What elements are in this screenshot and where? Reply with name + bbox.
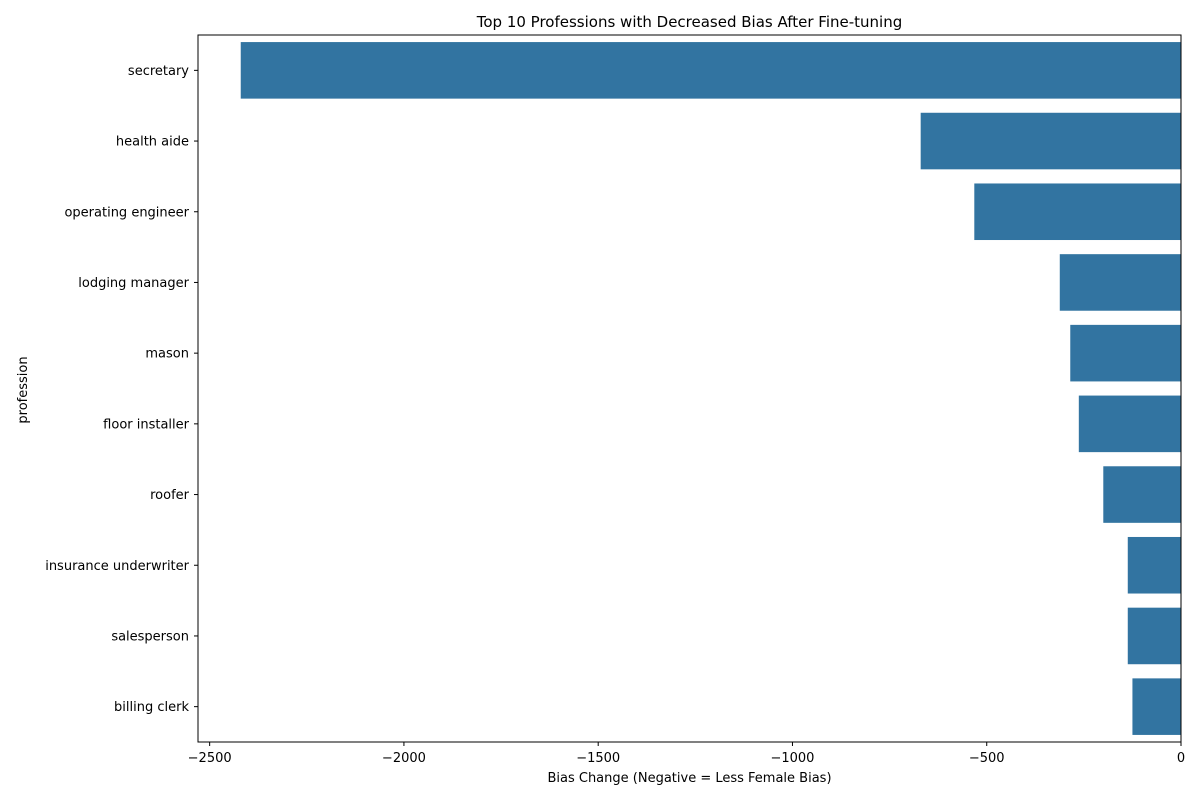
bar-operating-engineer (974, 183, 1181, 241)
bar-floor-installer (1078, 395, 1181, 453)
x-tick-label: −1500 (576, 751, 620, 766)
x-tick-label: −500 (969, 751, 1005, 766)
x-axis-label: Bias Change (Negative = Less Female Bias… (547, 771, 831, 786)
y-axis-label: profession (16, 356, 31, 423)
bar-billing-clerk (1132, 678, 1181, 735)
y-tick-label: mason (145, 347, 189, 362)
x-tick-labels: −2500 −2000 −1500 −1000 −500 0 (188, 742, 1185, 766)
y-tick-label: secretary (128, 64, 189, 79)
y-tick-label: health aide (116, 135, 189, 150)
y-tick-label: billing clerk (114, 700, 189, 715)
bar-mason (1070, 324, 1181, 382)
bar-secretary (240, 42, 1181, 99)
bars-layer (240, 42, 1181, 735)
bar-roofer (1103, 466, 1181, 523)
chart-title: Top 10 Professions with Decreased Bias A… (476, 13, 902, 31)
bar-lodging-manager (1059, 254, 1181, 311)
bar-insurance-underwriter (1127, 536, 1181, 594)
x-tick-label: −2000 (382, 751, 426, 766)
y-tick-label: floor installer (103, 417, 189, 432)
plot-area-frame (197, 34, 1182, 743)
bar-salesperson (1127, 607, 1181, 665)
x-tick-label: −1000 (770, 751, 814, 766)
y-tick-label: salesperson (111, 629, 189, 644)
y-tick-label: roofer (150, 488, 190, 503)
bar-health-aide (920, 112, 1181, 170)
x-tick-label: 0 (1177, 751, 1185, 766)
y-tick-label: lodging manager (78, 276, 189, 291)
y-tick-label: operating engineer (64, 205, 189, 220)
y-tick-label: insurance underwriter (45, 559, 189, 574)
x-tick-label: −2500 (188, 751, 232, 766)
y-tick-labels: secretary health aide operating engineer lo… (45, 64, 198, 715)
